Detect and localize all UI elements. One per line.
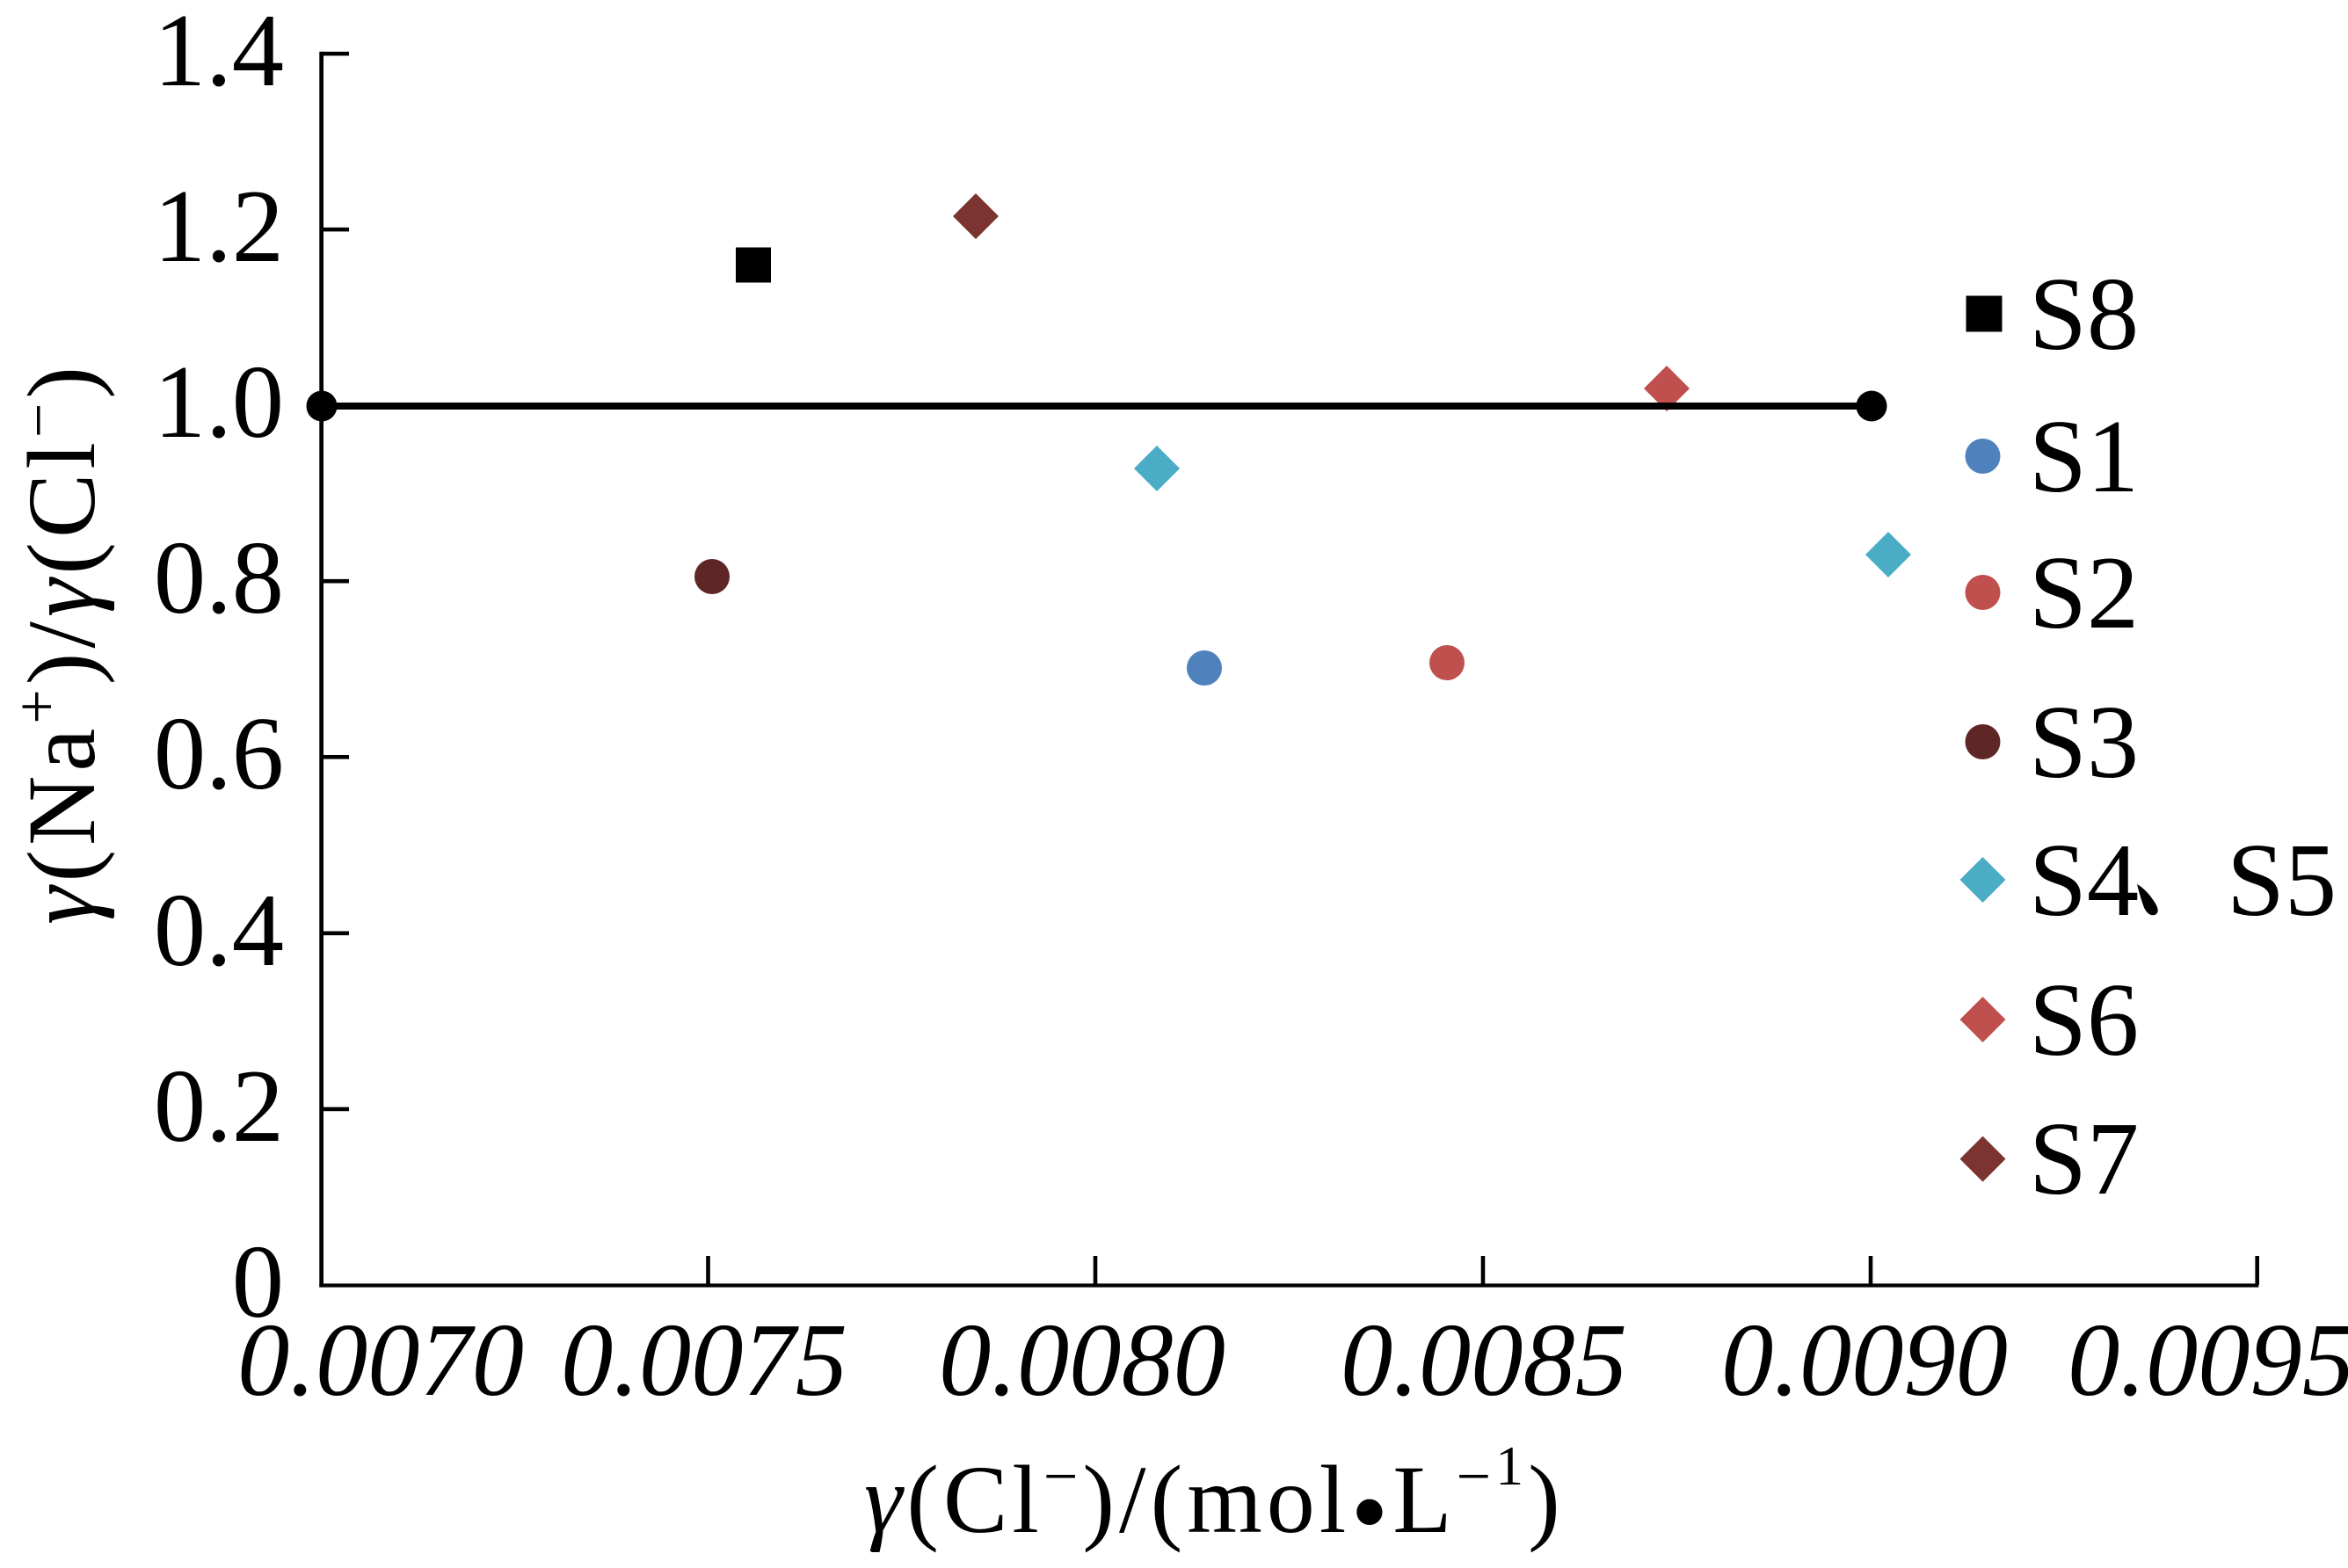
svg-text:1.4: 1.4 xyxy=(154,0,284,108)
svg-text:0.4: 0.4 xyxy=(154,872,284,988)
svg-text:S2: S2 xyxy=(2029,534,2139,650)
svg-text:γ(Cl−)/(mol•L−1): γ(Cl−)/(mol•L−1) xyxy=(864,1434,1565,1568)
svg-text:γ(Na+)/γ(Cl−): γ(Na+)/γ(Cl−) xyxy=(4,362,115,925)
svg-text:S8: S8 xyxy=(2029,256,2139,372)
svg-text:0.0095: 0.0095 xyxy=(2068,1302,2348,1418)
svg-text:S3: S3 xyxy=(2029,684,2139,800)
svg-text:0.0080: 0.0080 xyxy=(939,1302,1225,1418)
svg-text:0.2: 0.2 xyxy=(154,1048,284,1164)
svg-text:0.0075: 0.0075 xyxy=(561,1302,847,1418)
svg-text:1.0: 1.0 xyxy=(154,344,284,460)
svg-text:S6: S6 xyxy=(2029,962,2139,1078)
svg-text:0.6: 0.6 xyxy=(154,695,284,811)
svg-text:0.0070: 0.0070 xyxy=(237,1302,524,1418)
svg-text:0: 0 xyxy=(232,1223,284,1339)
svg-text:S1: S1 xyxy=(2029,398,2139,514)
svg-text:0.0090: 0.0090 xyxy=(1721,1302,2008,1418)
svg-text:1.2: 1.2 xyxy=(154,168,284,284)
svg-text:S4: S4 xyxy=(2029,822,2139,938)
svg-text:S7: S7 xyxy=(2029,1100,2139,1216)
svg-text:S5: S5 xyxy=(2227,822,2337,938)
svg-text:0.8: 0.8 xyxy=(154,519,284,635)
svg-text:0.0085: 0.0085 xyxy=(1341,1302,1627,1418)
